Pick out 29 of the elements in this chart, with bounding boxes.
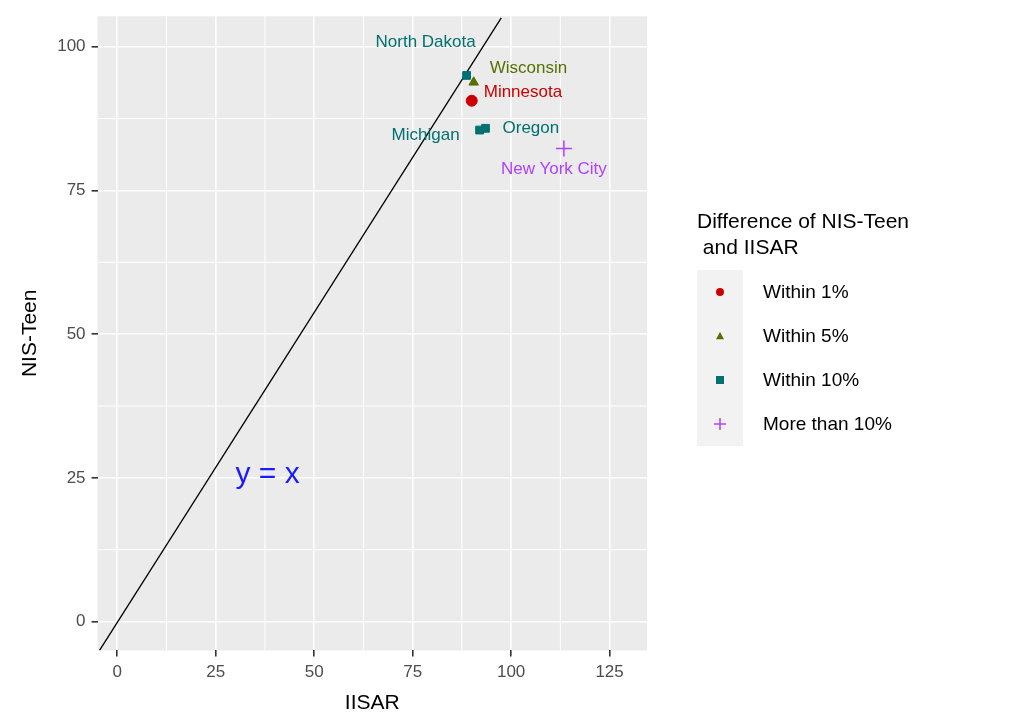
x-tick-label: 125 [595, 662, 624, 682]
x-tick-label: 25 [206, 662, 226, 682]
x-tick-label: 75 [403, 662, 423, 682]
point [468, 76, 479, 86]
legend-label: Within 5% [763, 325, 849, 347]
y-tick-label: 100 [57, 36, 86, 56]
point [462, 71, 471, 80]
y-tick-label: 50 [66, 323, 86, 343]
legend-label: Within 1% [763, 281, 849, 303]
x-tick-label: 50 [304, 662, 324, 682]
legend-title: Difference of NIS-Teen and IISAR [697, 208, 910, 260]
y-axis-title: NIS-Teen [17, 289, 41, 378]
x-tick-label: 100 [496, 662, 526, 682]
data-label: Oregon [502, 118, 560, 138]
point [481, 123, 490, 133]
y-tick-label: 75 [66, 180, 86, 200]
data-label: Wisconsin [489, 58, 568, 78]
data-label: New York City [500, 159, 608, 179]
point [555, 139, 573, 158]
x-tick-label: 0 [112, 662, 122, 682]
point [465, 94, 478, 107]
data-label: Minnesota [483, 82, 563, 102]
data-label: North Dakota [375, 32, 477, 52]
x-axis-title: IISAR [344, 690, 400, 714]
legend-label: Within 10% [763, 369, 860, 391]
y-tick-label: 0 [76, 611, 86, 631]
y-tick-label: 25 [66, 467, 86, 487]
annotation: y = x [235, 455, 300, 489]
legend-label: More than 10% [763, 413, 892, 435]
